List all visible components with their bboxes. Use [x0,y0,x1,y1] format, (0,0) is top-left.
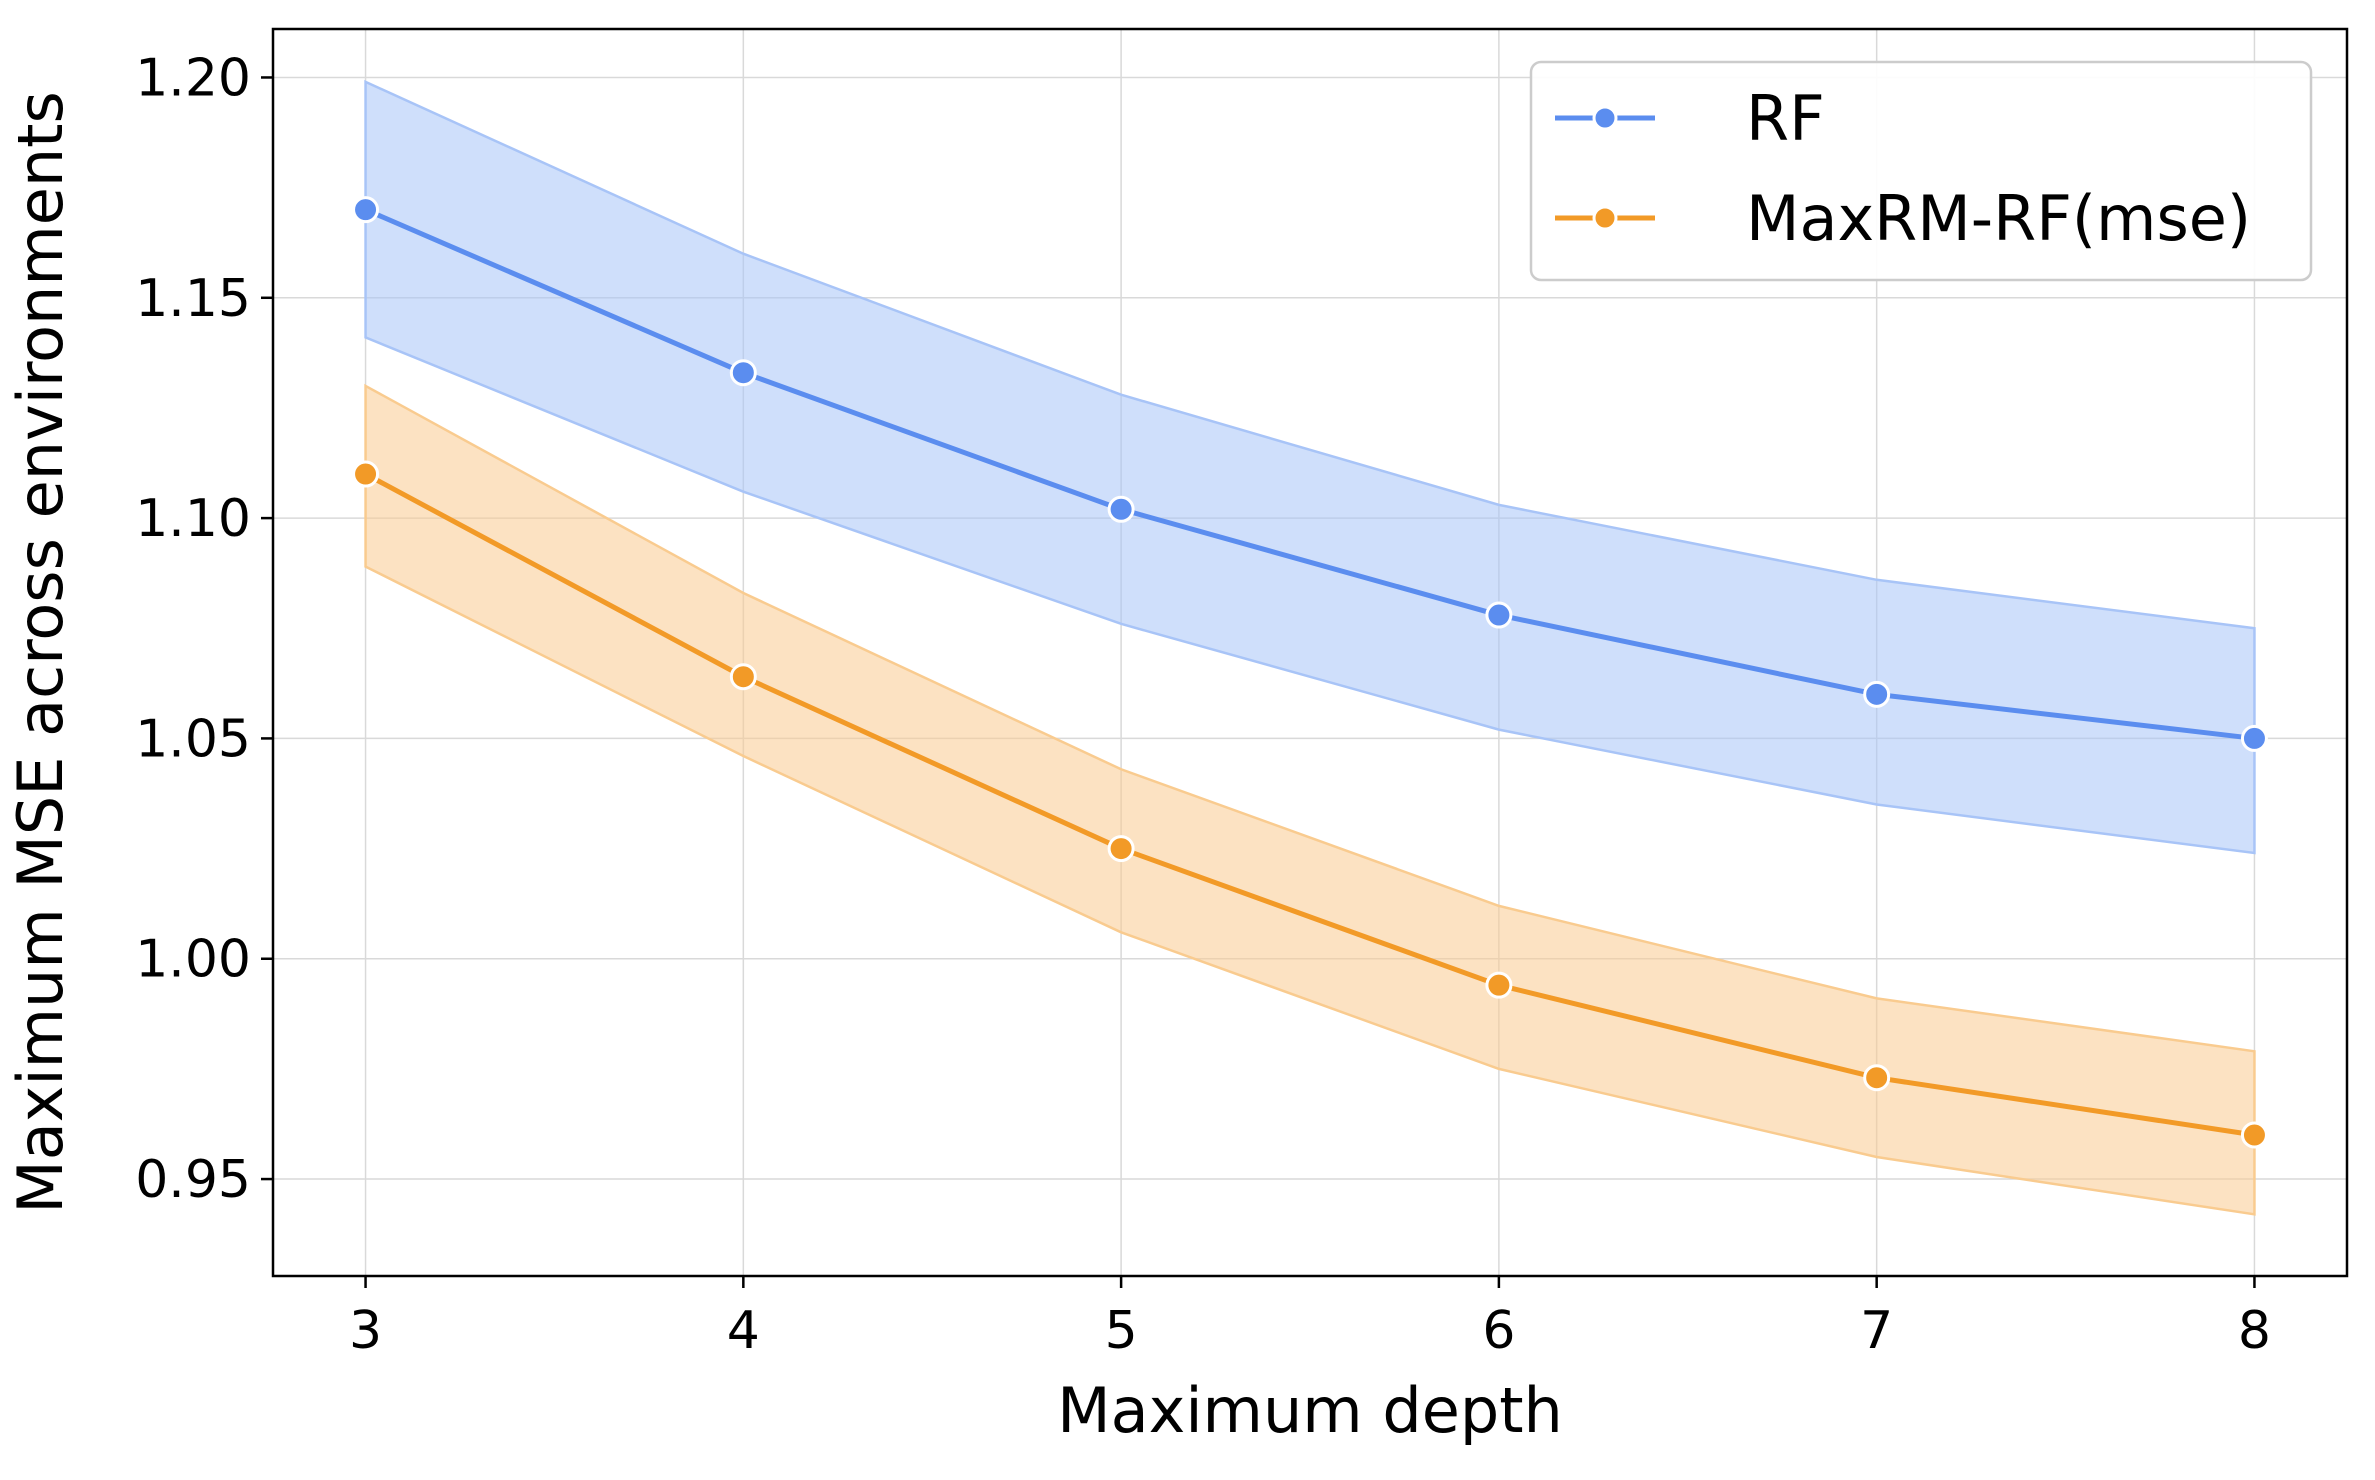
tick-layer: 3 4 5 6 7 8 0.95 1.00 1.05 1.10 1.15 1.20 [135,48,2271,1361]
y-tick-label: 1.10 [135,489,251,549]
plot-frame [271,27,2349,1278]
y-tick-label: 1.15 [135,269,251,329]
legend-label-maxrm-rf: MaxRM-RF(mse) [1746,182,2251,255]
y-tick-label: 0.95 [135,1150,251,1210]
y-tick-label: 1.00 [135,930,251,990]
y-axis-label: Maximum MSE across environments [4,91,77,1214]
x-tick-label: 6 [1482,1301,1515,1361]
data-point-maxrm-rf [1485,971,1513,999]
y-tick-label: 1.05 [135,709,251,769]
data-point-maxrm-rf [2240,1121,2268,1149]
x-tick-label: 7 [1860,1301,1893,1361]
data-point-rf [1107,495,1135,523]
data-point-rf [729,359,757,387]
marker-layer [352,196,2268,1149]
x-tick-label: 4 [727,1301,760,1361]
band-layer [364,79,2256,1216]
legend-marker-rf [1592,105,1618,131]
data-point-rf [2240,724,2268,752]
confidence-band-rf [364,79,2256,855]
x-tick-label: 8 [2238,1301,2271,1361]
series-line-rf [363,207,2257,741]
x-tick-label: 3 [349,1301,382,1361]
x-axis-label: Maximum depth [1057,1374,1563,1447]
data-point-maxrm-rf [352,460,380,488]
legend: RF MaxRM-RF(mse) [1529,60,2313,282]
line-layer [363,207,2257,1138]
confidence-band-maxrm-rf [364,383,2256,1216]
series-line-maxrm-rf [363,471,2257,1138]
legend-label-rf: RF [1746,82,1825,155]
y-tick-label: 1.20 [135,48,251,108]
data-point-maxrm-rf [1863,1064,1891,1092]
x-tick-label: 5 [1105,1301,1138,1361]
data-point-rf [1863,680,1891,708]
data-point-maxrm-rf [1107,835,1135,863]
data-point-rf [352,196,380,224]
legend-marker-maxrm-rf [1592,205,1618,231]
data-point-rf [1485,601,1513,629]
legend-box [1529,60,2313,282]
data-point-maxrm-rf [729,663,757,691]
